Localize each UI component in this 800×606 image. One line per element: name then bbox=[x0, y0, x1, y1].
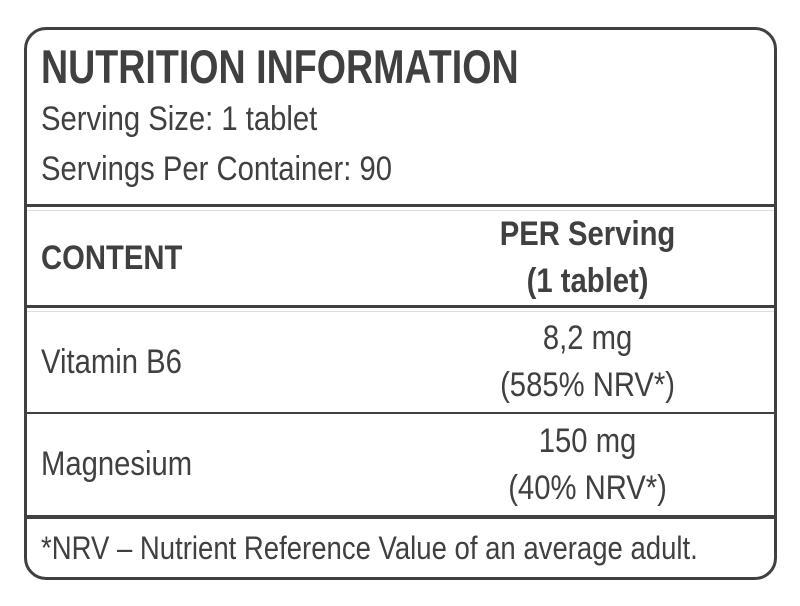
nutrition-label: NUTRITION INFORMATION Serving Size: 1 ta… bbox=[24, 27, 777, 580]
separator-rule-mid bbox=[27, 412, 774, 414]
nutrient-amount-text: 8,2 mg bbox=[542, 319, 633, 357]
servings-per-container-line: Servings Per Container: 90 bbox=[41, 144, 760, 194]
nutrient-name-text: Vitamin B6 bbox=[41, 342, 182, 381]
separator-rule-header-hairline bbox=[27, 311, 774, 312]
nutrient-row-vitamin-b6: Vitamin B6 8,2 mg (585% NRV*) bbox=[27, 312, 774, 412]
label-title-text: NUTRITION INFORMATION bbox=[41, 40, 519, 93]
label-title: NUTRITION INFORMATION bbox=[41, 40, 760, 94]
content-header-text: CONTENT bbox=[41, 238, 183, 277]
nutrient-name-cell: Magnesium bbox=[41, 445, 415, 484]
separator-rule-top-dark bbox=[27, 204, 774, 207]
separator-rule-header bbox=[27, 305, 774, 312]
per-serving-header-line1: PER Serving bbox=[499, 215, 676, 253]
separator-rule-top-hairline bbox=[27, 210, 774, 211]
nutrient-name-text: Magnesium bbox=[41, 445, 193, 483]
footnote-text: *NRV – Nutrient Reference Value of an av… bbox=[41, 529, 698, 566]
nutrient-nrv-text: (585% NRV*) bbox=[499, 366, 675, 404]
table-header-row: CONTENT PER Serving (1 tablet) bbox=[27, 211, 774, 305]
nutrient-value-cell: 8,2 mg (585% NRV*) bbox=[415, 315, 760, 409]
per-serving-header-line2: (1 tablet) bbox=[526, 262, 649, 300]
serving-size-line: Serving Size: 1 tablet bbox=[41, 94, 760, 144]
per-serving-header-cell: PER Serving (1 tablet) bbox=[415, 211, 760, 305]
footnote-area: *NRV – Nutrient Reference Value of an av… bbox=[27, 519, 774, 577]
separator-rule-top bbox=[27, 204, 774, 211]
nutrient-amount-text: 150 mg bbox=[538, 421, 637, 460]
servings-per-container-text: Servings Per Container: 90 bbox=[41, 150, 393, 188]
separator-rule-header-dark bbox=[27, 305, 774, 308]
nutrient-value-cell: 150 mg (40% NRV*) bbox=[415, 418, 760, 512]
nutrient-name-cell: Vitamin B6 bbox=[41, 343, 415, 382]
separator-rule-footer bbox=[27, 515, 774, 519]
serving-size-text: Serving Size: 1 tablet bbox=[41, 100, 318, 138]
nutrient-row-magnesium: Magnesium 150 mg (40% NRV*) bbox=[27, 414, 774, 515]
nutrient-nrv-text: (40% NRV*) bbox=[508, 468, 667, 507]
content-header-cell: CONTENT bbox=[41, 239, 415, 278]
